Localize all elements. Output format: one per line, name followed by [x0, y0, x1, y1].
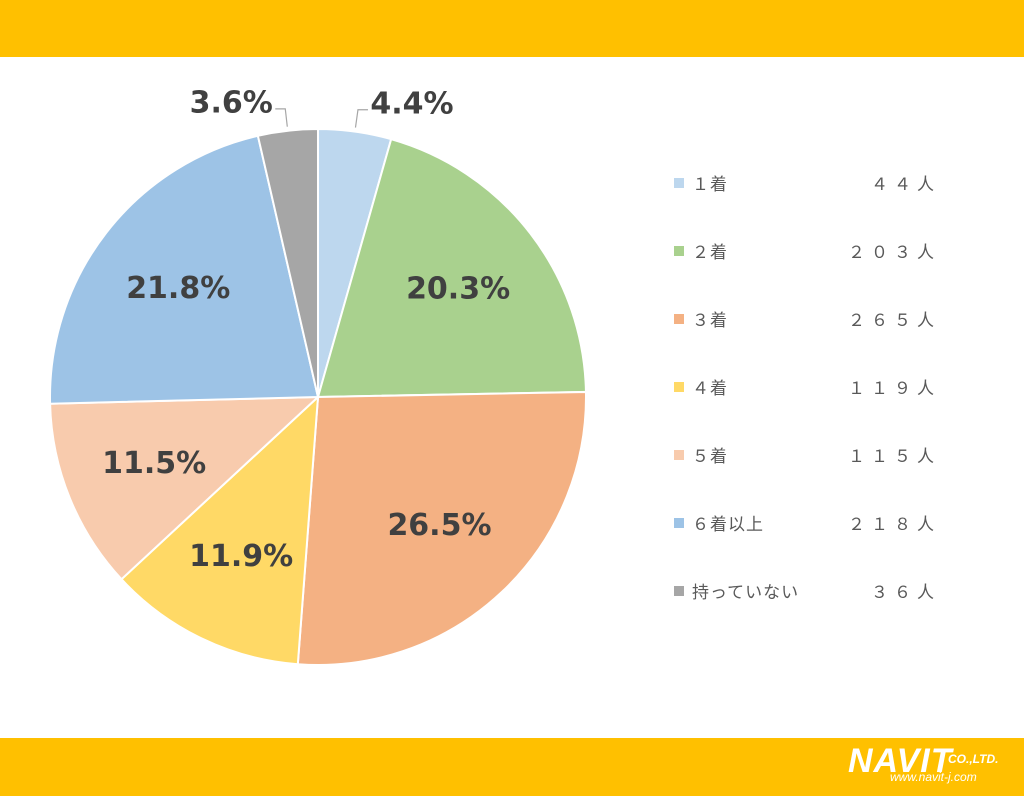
legend-label: ２着 — [692, 243, 728, 263]
data-label-5: 11.5% — [102, 446, 206, 481]
legend-swatch — [674, 314, 684, 324]
legend-label: ３着 — [692, 311, 728, 331]
legend-item-5: ５着 １１５人 — [670, 442, 950, 510]
data-label-4: 11.9% — [189, 539, 293, 574]
company-logo: NAVIT CO.,LTD. www.navit-j.com — [840, 742, 1020, 792]
top-banner — [0, 0, 1024, 57]
legend-item-6: ６着以上 ２１８人 — [670, 510, 950, 578]
legend-label: 持っていない — [692, 583, 800, 603]
leader-line-1 — [354, 109, 368, 128]
legend-count: ２６５人 — [848, 311, 940, 331]
legend-item-1: １着 ４４人 — [670, 170, 950, 238]
legend-swatch — [674, 586, 684, 596]
pie-slice-7 — [256, 127, 319, 398]
legend-label: １着 — [692, 175, 728, 195]
legend-item-3: ３着 ２６５人 — [670, 306, 950, 374]
legend-count: ４４人 — [871, 175, 940, 195]
data-label-2: 20.3% — [406, 272, 510, 307]
legend-swatch — [674, 518, 684, 528]
logo-url: www.navit-j.com — [890, 770, 977, 784]
legend-label: ４着 — [692, 379, 728, 399]
legend-count: １１９人 — [848, 379, 940, 399]
legend-count: ２１８人 — [848, 515, 940, 535]
data-label-6: 21.8% — [126, 271, 230, 306]
data-label-1: 4.4% — [370, 86, 453, 121]
logo-company-suffix: CO.,LTD. — [948, 752, 999, 766]
legend-swatch — [674, 382, 684, 392]
logo-text: NAVIT — [848, 742, 953, 780]
pie-slice-3 — [296, 390, 587, 666]
bottom-banner — [0, 738, 1024, 796]
legend-count: １１５人 — [848, 447, 940, 467]
pie-slice-6 — [49, 134, 320, 405]
chart-legend: １着 ４４人 ２着 ２０３人 ３着 ２６５人 ４着 １１９人 ５着 １１５人 ６… — [670, 170, 950, 646]
legend-swatch — [674, 246, 684, 256]
leader-line-7 — [275, 108, 288, 127]
legend-swatch — [674, 450, 684, 460]
legend-item-7: 持っていない ３６人 — [670, 578, 950, 646]
legend-count: ３６人 — [871, 583, 940, 603]
legend-swatch — [674, 178, 684, 188]
legend-count: ２０３人 — [848, 243, 940, 263]
pie-slice-5 — [49, 395, 321, 581]
legend-item-4: ４着 １１９人 — [670, 374, 950, 442]
data-label-7: 3.6% — [190, 85, 273, 120]
legend-label: ５着 — [692, 447, 728, 467]
data-label-3: 26.5% — [387, 508, 491, 543]
pie-slice-2 — [316, 137, 587, 399]
legend-label: ６着以上 — [692, 515, 764, 535]
legend-item-2: ２着 ２０３人 — [670, 238, 950, 306]
pie-slice-4 — [120, 394, 320, 666]
